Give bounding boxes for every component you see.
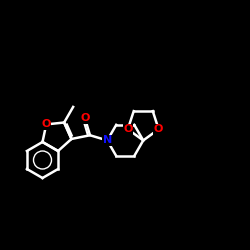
Text: O: O <box>154 124 163 134</box>
Text: O: O <box>80 113 90 123</box>
Text: N: N <box>102 136 112 145</box>
Text: O: O <box>123 124 132 134</box>
Text: O: O <box>42 120 51 130</box>
